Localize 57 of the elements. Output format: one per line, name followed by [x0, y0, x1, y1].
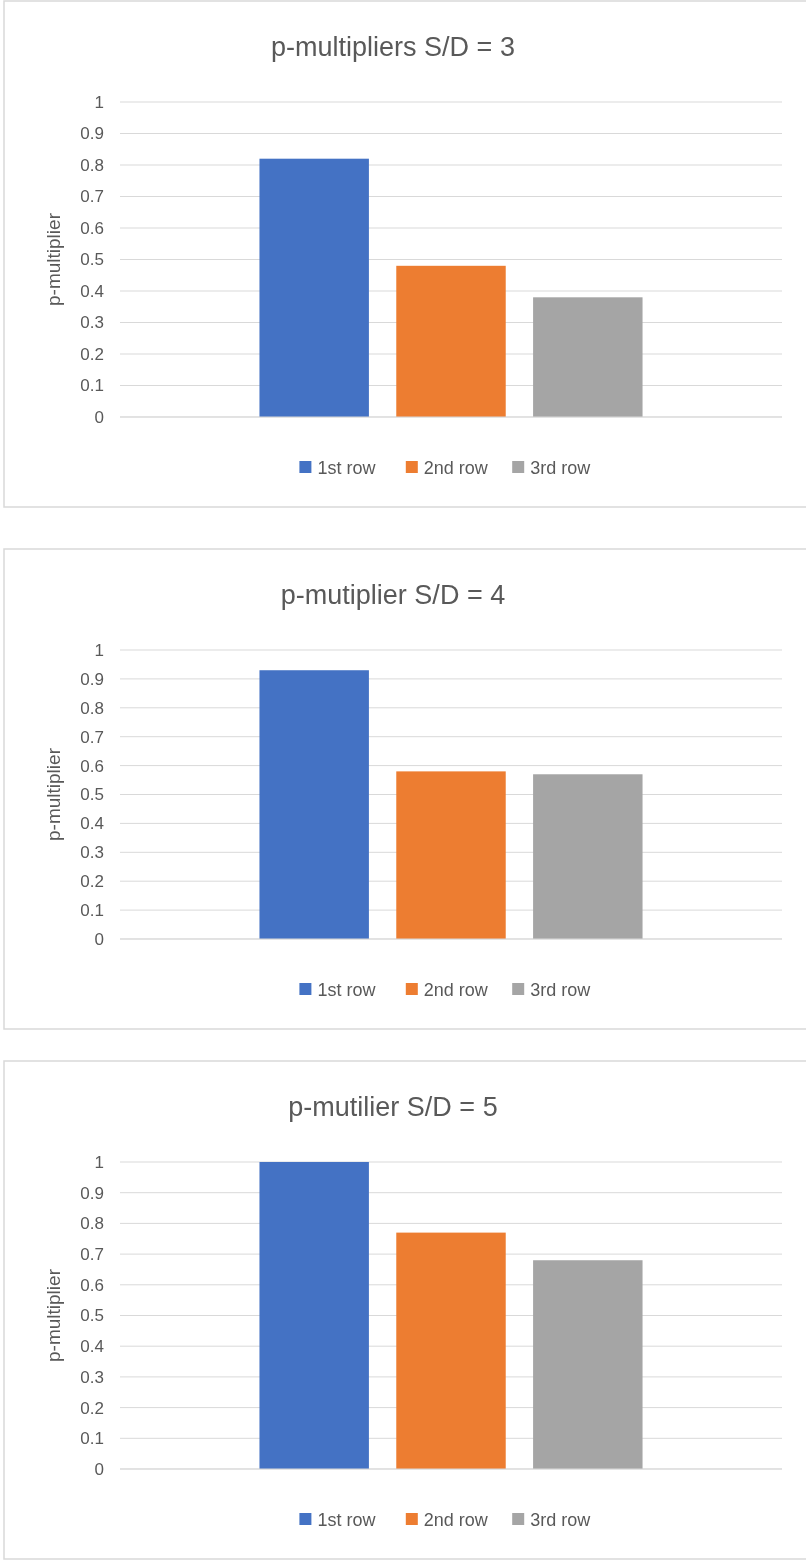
legend-label: 3rd row — [530, 1510, 592, 1531]
y-tick-label: 1 — [94, 640, 104, 660]
y-tick-label: 0.6 — [80, 756, 104, 776]
y-tick-label: 0.5 — [80, 1306, 104, 1326]
y-tick-label: 0.8 — [80, 155, 104, 175]
bar — [396, 265, 506, 417]
bar — [533, 1260, 643, 1469]
bar — [396, 771, 506, 939]
y-tick-label: 1 — [94, 92, 104, 112]
y-tick-label: 0 — [94, 1459, 104, 1479]
y-axis-title: p-multiplier — [43, 212, 64, 306]
legend-label: 3rd row — [530, 458, 592, 479]
y-tick-label: 0 — [94, 407, 104, 427]
y-axis-title: p-multiplier — [43, 747, 64, 841]
y-tick-label: 0.1 — [80, 1429, 104, 1449]
y-tick-label: 0.3 — [80, 843, 104, 863]
y-tick-label: 1 — [94, 1152, 104, 1172]
bar — [259, 1162, 369, 1469]
y-tick-label: 0.5 — [80, 250, 104, 270]
y-tick-label: 0.1 — [80, 376, 104, 396]
y-tick-label: 0.9 — [80, 1183, 104, 1203]
bar — [533, 297, 643, 417]
y-tick-label: 0.6 — [80, 218, 104, 238]
chart-title: p-mutiplier S/D = 4 — [280, 580, 506, 610]
legend-label: 2nd row — [423, 980, 489, 1001]
y-tick-label: 0.8 — [80, 698, 104, 718]
y-tick-label: 0.8 — [80, 1214, 104, 1234]
y-tick-label: 0.3 — [80, 1367, 104, 1387]
y-tick-label: 0.9 — [80, 669, 104, 689]
bar — [396, 1232, 506, 1469]
y-axis-title: p-multiplier — [43, 1268, 64, 1362]
y-tick-label: 0.2 — [80, 344, 104, 364]
y-tick-label: 0.4 — [80, 281, 104, 301]
y-tick-label: 0.2 — [80, 1398, 104, 1418]
chart-title: p-mutilier S/D = 5 — [288, 1092, 498, 1122]
legend-label: 2nd row — [423, 1510, 489, 1531]
y-tick-label: 0.1 — [80, 901, 104, 921]
chart-title: p-multipliers S/D = 3 — [271, 32, 515, 62]
bar — [259, 670, 369, 939]
bar — [259, 158, 369, 417]
y-tick-label: 0.3 — [80, 313, 104, 333]
y-tick-label: 0.7 — [80, 1245, 104, 1265]
y-tick-label: 0.7 — [80, 727, 104, 747]
legend-label: 1st row — [317, 980, 377, 1001]
legend-label: 3rd row — [530, 980, 592, 1001]
y-tick-label: 0 — [94, 929, 104, 949]
y-tick-label: 0.7 — [80, 187, 104, 207]
y-tick-label: 0.4 — [80, 1337, 104, 1357]
y-tick-label: 0.5 — [80, 785, 104, 805]
bar — [533, 774, 643, 939]
y-tick-label: 0.2 — [80, 872, 104, 892]
legend-label: 2nd row — [423, 458, 489, 479]
y-tick-label: 0.9 — [80, 124, 104, 144]
y-tick-label: 0.6 — [80, 1275, 104, 1295]
legend-label: 1st row — [317, 1510, 377, 1531]
y-tick-label: 0.4 — [80, 814, 104, 834]
legend-label: 1st row — [317, 458, 377, 479]
